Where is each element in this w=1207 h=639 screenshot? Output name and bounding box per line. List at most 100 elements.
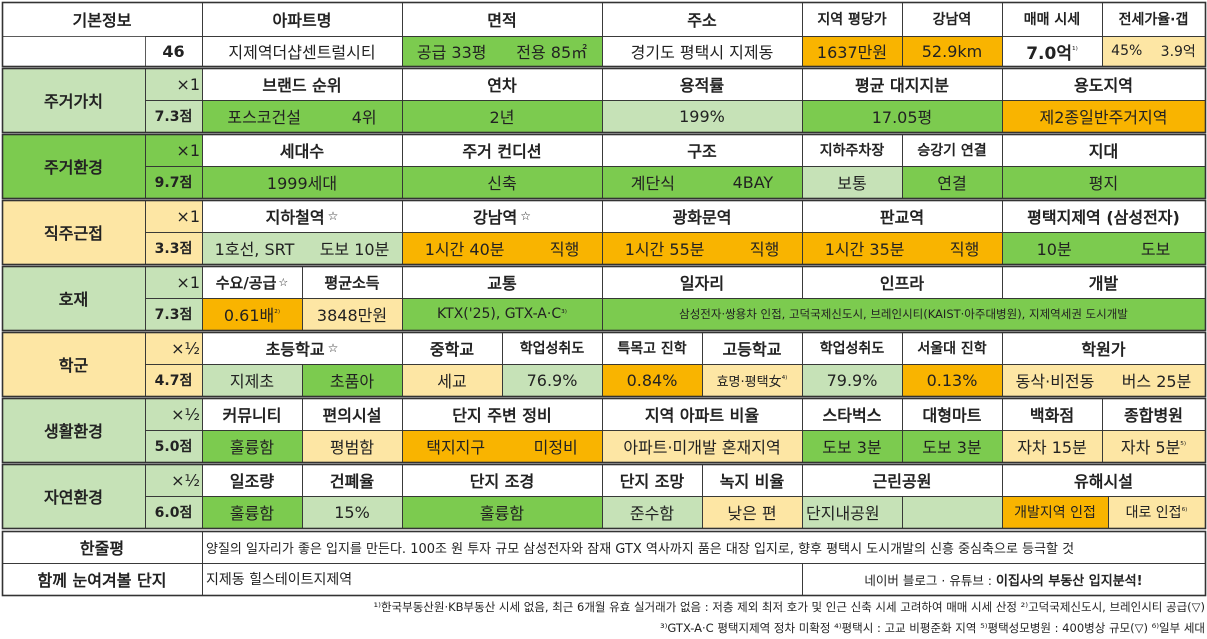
footnote-5-mark: ⁵⁾ bbox=[1180, 441, 1187, 451]
multiplier: ×1 bbox=[145, 68, 202, 100]
header-academy: 학원가 bbox=[1081, 340, 1126, 359]
floor-area-ratio-value: 199% bbox=[602, 100, 802, 132]
row-score: 7.3점 bbox=[145, 298, 202, 330]
elementary-adjacent-value: 초품아 bbox=[302, 364, 402, 396]
header-landscaping: 단지 조경 bbox=[469, 472, 535, 491]
header-floor-area-ratio: 용적률 bbox=[679, 76, 725, 95]
pangyo-commute-value: 1시간 35분 직행 bbox=[802, 232, 1002, 264]
header-subway-label: 지하철역 bbox=[265, 208, 325, 227]
header-park: 근린공원 bbox=[872, 472, 932, 491]
academy-value: 동삭·비전동 버스 25분 bbox=[1002, 364, 1205, 396]
footnote-3-mark: ³⁾ bbox=[561, 309, 567, 319]
hospital-value: 자차 5분 ⁵⁾ bbox=[1102, 430, 1205, 462]
header-green-ratio: 녹지 비율 bbox=[719, 472, 785, 491]
compare-label: 함께 눈여겨볼 단지 bbox=[37, 571, 167, 590]
header-address: 주소 bbox=[687, 11, 717, 30]
landscaping-value: 훌륭함 bbox=[402, 496, 602, 528]
brand-name: 포스코건설 bbox=[227, 108, 301, 127]
pyeongtaek-commute-value: 10분 도보 bbox=[1002, 232, 1205, 264]
land-share-value: 17.05평 bbox=[802, 100, 1002, 132]
header-view: 단지 조망 bbox=[619, 472, 685, 491]
underground-parking-value: 보통 bbox=[802, 166, 902, 198]
header-structure: 구조 bbox=[687, 142, 717, 161]
row-score: 3.3점 bbox=[145, 232, 202, 264]
header-price-per-pyeong: 지역 평당가 bbox=[817, 12, 887, 28]
footnote-6-mark: ⁶⁾ bbox=[1181, 507, 1188, 517]
community-value: 훌륭함 bbox=[202, 430, 302, 462]
header-elevator: 승강기 연결 bbox=[917, 143, 987, 159]
sale-price-value: 7.0억 ¹⁾ bbox=[1002, 36, 1102, 66]
header-dev: 개발 bbox=[1088, 274, 1119, 293]
header-avg-income: 평균소득 bbox=[324, 273, 380, 292]
header-gangnam: 강남역 bbox=[932, 12, 972, 28]
row-score: 7.3점 bbox=[145, 100, 202, 132]
header-hospital: 종합병원 bbox=[1124, 406, 1183, 425]
header-convenience: 편의시설 bbox=[322, 406, 382, 425]
multiplier: ×½ bbox=[145, 332, 202, 364]
multiplier: ×1 bbox=[145, 266, 202, 298]
basic-number: 46 bbox=[162, 41, 185, 61]
gwanghwamun-time: 1시간 55분 bbox=[624, 240, 705, 259]
building-age-value: 2년 bbox=[402, 100, 602, 132]
dept-store-value: 자차 15분 bbox=[1002, 430, 1102, 462]
area-supply: 공급 33평 bbox=[416, 43, 487, 62]
middle-achievement-value: 76.9% bbox=[502, 364, 602, 396]
apt-ratio-value: 아파트·미개발 혼재지역 bbox=[602, 430, 802, 462]
header-snu: 서울대 진학 bbox=[917, 341, 987, 357]
header-starbucks: 스타벅스 bbox=[822, 406, 882, 425]
summary-text: 양질의 일자리가 좋은 입지를 만든다. 100조 원 투자 규모 삼성전자와 … bbox=[206, 541, 1075, 557]
row-label-living-env: 생활환경 bbox=[2, 398, 145, 462]
convenience-value: 평범함 bbox=[302, 430, 402, 462]
header-area: 면적 bbox=[487, 11, 517, 30]
header-special-high: 특목고 진학 bbox=[617, 341, 687, 357]
academy-bus: 버스 25분 bbox=[1121, 372, 1192, 391]
row-label-residential-env: 주거환경 bbox=[2, 134, 145, 198]
footnote-1-mark: ¹⁾ bbox=[1071, 46, 1078, 56]
row-score: 4.7점 bbox=[145, 364, 202, 396]
hazard-road: 대로 인접 bbox=[1125, 505, 1182, 521]
area-value: 공급 33평 전용 85㎡ bbox=[402, 36, 602, 66]
multiplier: ×½ bbox=[145, 398, 202, 430]
snu-value: 0.13% bbox=[902, 364, 1002, 396]
compare-text: 지제동 힐스테이트지제역 bbox=[206, 572, 353, 588]
surroundings-type: 택지지구 bbox=[426, 438, 486, 457]
header-gangnam-label: 강남역 bbox=[473, 208, 518, 227]
sunlight-value: 훌륭함 bbox=[202, 496, 302, 528]
row-label-residential-value: 주거가치 bbox=[2, 68, 145, 132]
header-high-achievement: 학업성취도 bbox=[819, 341, 885, 357]
row-score: 9.7점 bbox=[145, 166, 202, 198]
header-brand-rank: 브랜드 순위 bbox=[262, 76, 342, 95]
star-icon: ☆ bbox=[278, 275, 289, 289]
academy-area: 동삭·비전동 bbox=[1015, 372, 1095, 391]
price-per-pyeong-value: 1637만원 bbox=[802, 36, 902, 66]
header-community: 커뮤니티 bbox=[222, 406, 282, 425]
header-infra: 인프라 bbox=[879, 274, 925, 293]
sale-price: 7.0억 bbox=[1026, 43, 1072, 64]
row-score: 5.0점 bbox=[145, 430, 202, 462]
header-coverage: 건폐율 bbox=[329, 472, 375, 491]
header-transport: 교통 bbox=[487, 274, 517, 293]
surroundings-status: 미정비 bbox=[533, 438, 578, 457]
middle-value: 세교 bbox=[402, 364, 502, 396]
jeonse-gap: 3.9억 bbox=[1160, 44, 1196, 60]
header-middle-achievement: 학업성취도 bbox=[519, 341, 585, 357]
header-subway: 지하철역 ☆ bbox=[202, 200, 402, 232]
credit-source: 네이버 블로그 · 유튜브 : bbox=[864, 572, 993, 588]
apt-name-value: 지제역더샵센트럴시티 bbox=[228, 43, 376, 62]
multiplier: ×1 bbox=[145, 200, 202, 232]
header-jeonse: 전세가율·갭 bbox=[1118, 12, 1189, 28]
header-supply-demand: 수요/공급 ☆ bbox=[202, 266, 302, 298]
jeonse-rate: 45% bbox=[1111, 43, 1143, 59]
brand-rank: 4위 bbox=[351, 108, 377, 127]
header-surroundings: 단지 주변 정비 bbox=[452, 406, 552, 425]
credit: 네이버 블로그 · 유튜브 : 이집사의 부동산 입지분석! bbox=[802, 563, 1205, 595]
supply-demand-value: 0.61배 ²⁾ bbox=[202, 298, 302, 330]
row-label-school: 학군 bbox=[2, 332, 145, 396]
multiplier: ×½ bbox=[145, 464, 202, 496]
transport-value: KTX('25), GTX-A·C ³⁾ bbox=[402, 298, 602, 330]
gangnam-commute-value: 1시간 40분 직행 bbox=[402, 232, 602, 264]
header-sale-price: 매매 시세 bbox=[1023, 12, 1081, 28]
star-icon: ☆ bbox=[520, 209, 531, 223]
row-score: 6.0점 bbox=[145, 496, 202, 528]
multiplier: ×1 bbox=[145, 134, 202, 166]
